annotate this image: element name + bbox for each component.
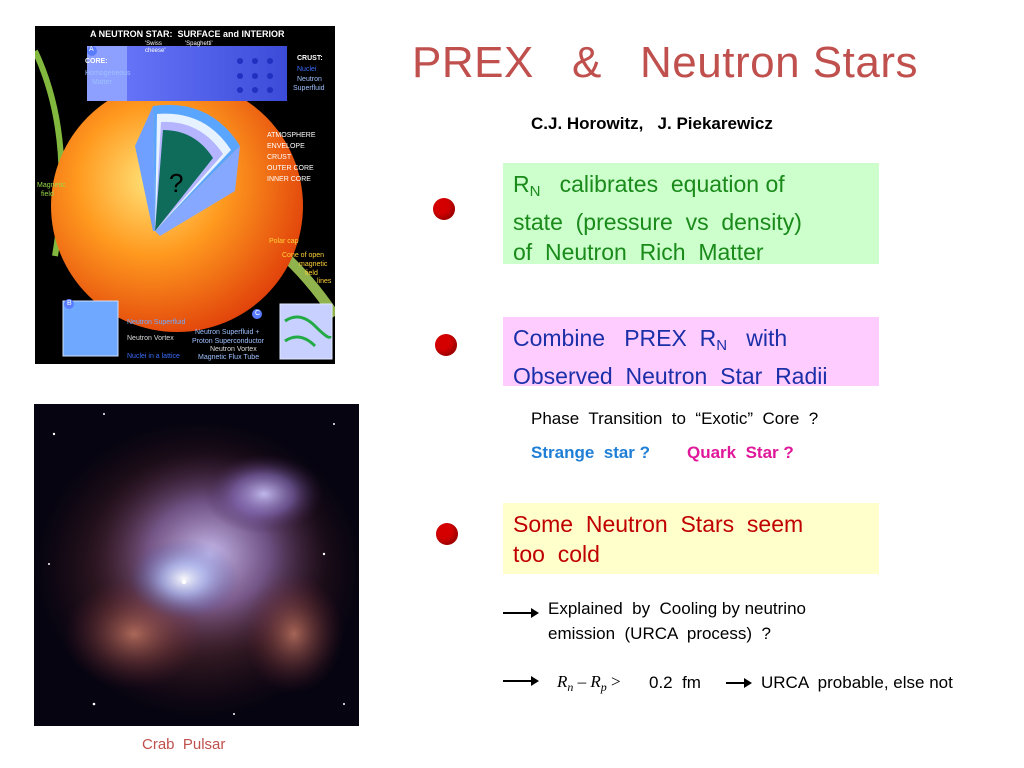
bullet-1-line-1: RN calibrates equation of (513, 169, 869, 207)
cone-label-4: lines (317, 278, 332, 285)
bullet-2-line-1-b: with (727, 325, 788, 351)
phase-transition-text: Phase Transition to “Exotic” Core ? (531, 409, 819, 428)
bullet-3-line-2: too cold (513, 541, 600, 567)
neutron-star-diagram-svg (35, 46, 335, 360)
crust-sf-2: Superfluid (293, 85, 325, 92)
arrow-explained (503, 608, 539, 618)
bullet-3 (436, 523, 458, 545)
core-label: CORE: (85, 58, 108, 65)
bullet-1-line-2: state (pressure vs density) (513, 209, 802, 235)
slide-title: PREX & Neutron Stars (412, 38, 918, 87)
rp-sub: p (600, 680, 607, 694)
magnetic-label-2: field (41, 191, 54, 198)
bullet-1-line-1-text: calibrates equation of (540, 171, 785, 197)
crust-label: CRUST: (297, 55, 323, 62)
cheese-label: cheese' (145, 48, 166, 54)
cone-label-1: Cone of open (282, 252, 325, 259)
crust-nuclei: Nuclei (297, 66, 317, 73)
swiss-label: 'Swiss (145, 41, 162, 47)
core-desc-2: Matter (92, 79, 112, 86)
rn-symbol: R (513, 171, 530, 197)
bullet-2-line-1-a: Combine PREX R (513, 325, 717, 351)
cone-label-2: magnetic (299, 261, 328, 268)
c-label-4: Magnetic Flux Tube (198, 354, 260, 361)
core-desc-1: Homogeneous (85, 70, 131, 77)
question-mark: ? (169, 168, 184, 198)
rn-subscript: N (529, 183, 541, 200)
bullet-2-box: Combine PREX RN with Observed Neutron St… (503, 317, 879, 389)
c-label-3: Neutron Vortex (210, 346, 257, 353)
marker-a: A (89, 46, 94, 53)
urca-result: URCA probable, else not (761, 673, 953, 692)
layer-atmosphere: ATMOSPHERE (267, 132, 316, 139)
bullet-1-box: RN calibrates equation of state (pressur… (503, 163, 879, 265)
layer-crust: CRUST (267, 154, 292, 161)
polar-cap-label: Polar cap (269, 238, 299, 245)
marker-c: C (255, 310, 261, 317)
arrow-urca-result (726, 678, 752, 688)
bullet-2 (435, 334, 457, 356)
b-label-1: Neutron Superfluid (127, 319, 186, 326)
layer-envelope: ENVELOPE (267, 143, 305, 150)
cone-label-3: field (305, 270, 318, 277)
crab-pulsar-image (34, 404, 359, 726)
spaghetti-label: 'Spaghetti' (185, 41, 213, 47)
minus-sign: – (573, 672, 591, 691)
rp-letter: R (590, 672, 601, 691)
layer-outer-core: OUTER CORE (267, 165, 314, 172)
diagram-header: A NEUTRON STAR: SURFACE and INTERIOR (90, 29, 285, 39)
urca-threshold: 0.2 fm (649, 673, 701, 692)
greater-than: > (606, 672, 630, 691)
quark-star-text: Quark Star ? (687, 443, 794, 462)
strange-star-text: Strange star ? (531, 443, 651, 462)
c-label-1: Neutron Superfluid + (195, 329, 260, 336)
explained-line-1: Explained by Cooling by neutrino (548, 599, 806, 618)
rn-minus-rp: Rn – Rp > (557, 672, 629, 695)
bullet-2-line-2: Observed Neutron Star Radii (513, 363, 828, 389)
bullet-2-subscript: N (716, 337, 728, 354)
bullet-3-line-1: Some Neutron Stars seem (513, 511, 804, 537)
magnetic-label-1: Magnetic (37, 182, 66, 189)
authors: C.J. Horowitz, J. Piekarewicz (531, 114, 773, 133)
explained-line-2: emission (URCA process) ? (548, 624, 771, 643)
b-label-2: Neutron Vortex (127, 335, 174, 342)
layer-inner-core: INNER CORE (267, 176, 311, 183)
rn-letter: R (557, 672, 568, 691)
crab-nebula-svg (34, 413, 359, 719)
bullet-1 (433, 198, 455, 220)
rn-sub: n (567, 680, 574, 694)
b-label-3: Nuclei in a lattice (127, 353, 180, 360)
c-label-2: Proton Superconductor (192, 338, 264, 345)
bullet-2-line-1: Combine PREX RN with (513, 323, 869, 361)
crab-pulsar-caption: Crab Pulsar (142, 736, 226, 753)
arrow-urca-condition (503, 676, 539, 686)
crust-sf-1: Neutron (297, 76, 322, 83)
marker-b: B (67, 300, 72, 307)
neutron-star-diagram: A NEUTRON STAR: SURFACE and INTERIOR A B… (35, 26, 335, 364)
bullet-3-box: Some Neutron Stars seem too cold (503, 503, 879, 574)
bullet-1-line-3: of Neutron Rich Matter (513, 239, 764, 265)
